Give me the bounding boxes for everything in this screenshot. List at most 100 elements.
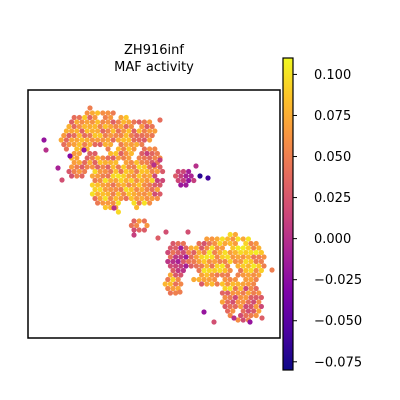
spot-point bbox=[121, 164, 126, 169]
spot-point bbox=[220, 254, 225, 259]
spot-point bbox=[74, 173, 79, 178]
spot-point bbox=[90, 155, 95, 160]
spot-point bbox=[243, 259, 248, 264]
spot-point bbox=[137, 218, 142, 223]
spot-point bbox=[126, 191, 131, 196]
spot-point bbox=[202, 250, 207, 255]
colorbar-tick-label: 0.025 bbox=[314, 191, 351, 206]
spot-point bbox=[259, 315, 264, 320]
spot-point bbox=[66, 169, 71, 174]
spot-point bbox=[82, 142, 87, 147]
spot-point bbox=[233, 250, 238, 255]
spot-point bbox=[79, 164, 84, 169]
spot-point bbox=[137, 227, 142, 232]
spot-point bbox=[111, 128, 116, 133]
spot-point bbox=[108, 124, 113, 129]
spot-point bbox=[212, 259, 217, 264]
spot-point bbox=[246, 290, 251, 295]
spot-point bbox=[241, 272, 246, 277]
spot-point bbox=[77, 151, 82, 156]
spot-point bbox=[230, 290, 235, 295]
spot-point bbox=[41, 137, 46, 142]
spot-point bbox=[131, 164, 136, 169]
spot-point bbox=[124, 151, 129, 156]
spot-point bbox=[118, 115, 123, 120]
spot-point bbox=[196, 259, 201, 264]
spot-point bbox=[241, 263, 246, 268]
spot-point bbox=[92, 160, 97, 165]
spot-point bbox=[181, 169, 186, 174]
spot-point bbox=[259, 304, 264, 309]
spot-point bbox=[118, 124, 123, 129]
spot-point bbox=[111, 191, 116, 196]
spot-point bbox=[144, 133, 149, 138]
spot-point bbox=[142, 137, 147, 142]
spot-point bbox=[103, 187, 108, 192]
spot-point bbox=[142, 146, 147, 151]
spot-point bbox=[129, 133, 134, 138]
spot-point bbox=[95, 200, 100, 205]
spot-point bbox=[168, 263, 173, 268]
spot-point bbox=[144, 169, 149, 174]
spot-point bbox=[233, 241, 238, 246]
spot-point bbox=[108, 160, 113, 165]
spot-point bbox=[74, 119, 79, 124]
spot-point bbox=[254, 259, 259, 264]
spot-point bbox=[231, 315, 236, 320]
spot-point bbox=[157, 117, 162, 122]
spot-point bbox=[220, 299, 225, 304]
spot-point bbox=[183, 263, 188, 268]
spot-layer bbox=[41, 105, 274, 324]
spot-point bbox=[209, 263, 214, 268]
spot-point bbox=[116, 155, 121, 160]
spot-point bbox=[191, 178, 196, 183]
spot-point bbox=[241, 290, 246, 295]
spot-point bbox=[230, 236, 235, 241]
spot-point bbox=[220, 263, 225, 268]
colorbar bbox=[283, 58, 293, 370]
spot-point bbox=[176, 241, 181, 246]
spot-point bbox=[220, 290, 225, 295]
spot-point bbox=[151, 162, 156, 167]
spot-point bbox=[256, 254, 261, 259]
spot-point bbox=[126, 173, 131, 178]
spot-point bbox=[181, 259, 186, 264]
spot-point bbox=[173, 173, 178, 178]
spot-point bbox=[251, 281, 256, 286]
spot-point bbox=[152, 191, 157, 196]
spot-point bbox=[248, 304, 253, 309]
spot-point bbox=[238, 286, 243, 291]
spot-point bbox=[105, 119, 110, 124]
spot-point bbox=[176, 277, 181, 282]
spot-point bbox=[137, 155, 142, 160]
spot-point bbox=[82, 115, 87, 120]
spot-point bbox=[160, 169, 165, 174]
spot-point bbox=[176, 169, 181, 174]
spot-point bbox=[170, 259, 175, 264]
spot-point bbox=[163, 281, 168, 286]
spot-point bbox=[220, 245, 225, 250]
spot-point bbox=[209, 245, 214, 250]
spot-point bbox=[176, 259, 181, 264]
spot-point bbox=[79, 137, 84, 142]
spot-point bbox=[246, 236, 251, 241]
spot-point bbox=[72, 160, 77, 165]
spot-point bbox=[137, 173, 142, 178]
spot-point bbox=[259, 295, 264, 300]
spot-point bbox=[105, 110, 110, 115]
spot-point bbox=[116, 146, 121, 151]
spot-point bbox=[225, 290, 230, 295]
spot-point bbox=[129, 196, 134, 201]
spot-point bbox=[147, 155, 152, 160]
spot-point bbox=[202, 259, 207, 264]
spot-point bbox=[124, 160, 129, 165]
spot-point bbox=[269, 267, 274, 272]
colorbar-tick-label: −0.050 bbox=[314, 314, 362, 329]
spot-point bbox=[150, 133, 155, 138]
spot-point bbox=[222, 250, 227, 255]
spot-point bbox=[199, 272, 204, 277]
spot-point bbox=[92, 196, 97, 201]
spot-point bbox=[225, 272, 230, 277]
spot-point bbox=[129, 151, 134, 156]
